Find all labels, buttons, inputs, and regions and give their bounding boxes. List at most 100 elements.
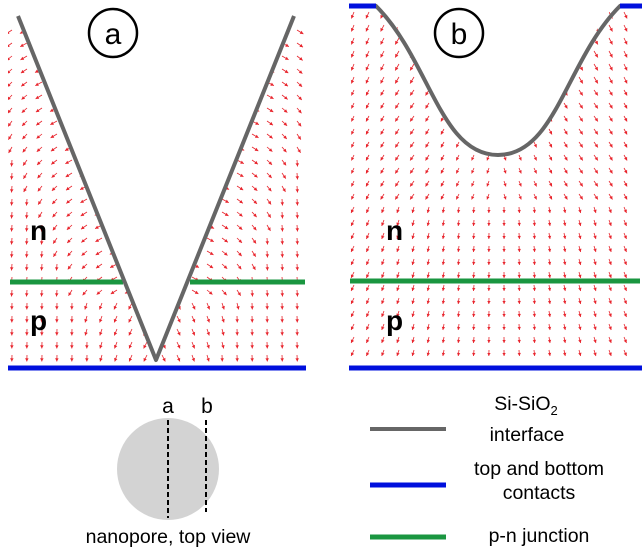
field-arrow-head bbox=[266, 267, 270, 270]
field-arrow-head bbox=[296, 163, 300, 166]
field-arrow-head bbox=[68, 266, 71, 270]
field-arrow-shaft bbox=[519, 142, 521, 148]
field-arrow-head bbox=[137, 225, 141, 228]
field-arrow-shaft bbox=[410, 25, 414, 32]
field-arrow-head bbox=[296, 267, 300, 270]
field-arrow-head bbox=[94, 160, 98, 163]
field-arrow-shaft bbox=[110, 238, 118, 241]
field-arrow-head bbox=[34, 30, 38, 33]
field-arrow-head bbox=[171, 106, 174, 110]
field-arrow-shaft bbox=[441, 64, 444, 71]
field-arrow-head bbox=[25, 306, 29, 309]
field-arrow-head bbox=[265, 345, 269, 348]
field-arrow-head bbox=[242, 82, 246, 85]
field-arrow-head bbox=[215, 42, 218, 46]
field-arrow-head bbox=[250, 358, 254, 361]
field-arrow-head bbox=[295, 345, 299, 348]
field-arrow-shaft bbox=[441, 77, 444, 84]
field-arrow-head bbox=[136, 146, 139, 150]
field-arrow-head bbox=[108, 173, 112, 176]
field-arrow-head bbox=[534, 28, 537, 32]
field-arrow-head bbox=[578, 210, 581, 213]
field-arrow-head bbox=[121, 107, 124, 111]
field-arrow-head bbox=[442, 249, 445, 252]
field-arrow-head bbox=[258, 30, 262, 33]
field-arrow-head bbox=[163, 306, 166, 310]
field-arrow-shaft bbox=[207, 95, 217, 96]
field-arrow-shaft bbox=[426, 12, 430, 19]
field-arrow-head bbox=[183, 212, 187, 215]
field-arrow-head bbox=[40, 267, 44, 270]
field-arrow-shaft bbox=[106, 82, 117, 83]
field-arrow-head bbox=[93, 134, 97, 137]
field-arrow-shaft bbox=[222, 56, 232, 57]
field-arrow-head bbox=[79, 121, 83, 124]
field-arrow-shaft bbox=[192, 82, 203, 83]
field-arrow-head bbox=[76, 29, 79, 33]
field-arrow-head bbox=[55, 306, 59, 309]
field-arrow-head bbox=[235, 332, 239, 335]
field-arrow-head bbox=[519, 28, 522, 32]
field-arrow-shaft bbox=[487, 103, 489, 109]
field-arrow-shaft bbox=[534, 51, 537, 58]
field-arrow-head bbox=[502, 275, 505, 278]
field-arrow-head bbox=[77, 55, 81, 59]
field-arrow-shaft bbox=[123, 212, 132, 214]
field-arrow-shaft bbox=[107, 121, 117, 122]
field-arrow-head bbox=[168, 238, 172, 242]
field-arrow-shaft bbox=[177, 212, 186, 214]
field-arrow-shaft bbox=[162, 290, 170, 293]
field-arrow-shaft bbox=[177, 264, 185, 267]
field-arrow-head bbox=[134, 67, 137, 71]
field-arrow-head bbox=[412, 275, 415, 279]
field-arrow-head bbox=[442, 210, 445, 213]
field-arrow-shaft bbox=[138, 264, 147, 266]
field-arrow-shaft bbox=[207, 199, 215, 202]
field-arrow-head bbox=[170, 146, 173, 150]
field-arrow-head bbox=[40, 358, 44, 361]
field-arrow-head bbox=[487, 223, 490, 226]
field-arrow-shaft bbox=[504, 142, 506, 148]
field-arrow-head bbox=[595, 183, 598, 187]
field-arrow-head bbox=[549, 15, 552, 19]
field-arrow-head bbox=[124, 238, 128, 241]
field-arrow-head bbox=[564, 41, 567, 45]
field-arrow-head bbox=[503, 118, 506, 121]
field-arrow-head bbox=[503, 28, 506, 32]
field-arrow-head bbox=[578, 236, 581, 239]
field-arrow-shaft bbox=[504, 77, 506, 84]
field-arrow-head bbox=[92, 81, 95, 85]
field-arrow-head bbox=[487, 249, 490, 252]
field-arrow-head bbox=[55, 319, 59, 322]
field-arrow-shaft bbox=[207, 82, 218, 83]
field-arrow-head bbox=[171, 132, 174, 136]
field-arrow-shaft bbox=[534, 12, 537, 19]
field-arrow-head bbox=[242, 95, 246, 98]
field-arrow-head bbox=[595, 157, 598, 161]
field-arrow-head bbox=[578, 314, 581, 317]
field-arrow-head bbox=[296, 254, 300, 257]
field-arrow-head bbox=[471, 92, 474, 95]
field-arrow-shaft bbox=[64, 95, 72, 98]
field-arrow-head bbox=[63, 43, 67, 47]
field-arrow-shaft bbox=[519, 64, 521, 71]
field-arrow-head bbox=[519, 80, 522, 84]
field-arrow-head bbox=[580, 28, 583, 32]
field-arrow-shaft bbox=[107, 147, 117, 149]
field-arrow-head bbox=[108, 186, 112, 189]
field-arrow-head bbox=[228, 108, 232, 112]
field-arrow-head bbox=[486, 67, 489, 71]
field-arrow-shaft bbox=[108, 160, 117, 162]
field-arrow-head bbox=[221, 332, 224, 336]
legend-interface-sub: 2 bbox=[551, 403, 558, 418]
field-arrow-head bbox=[214, 94, 217, 98]
field-arrow-shaft bbox=[122, 186, 132, 188]
field-arrow-head bbox=[212, 173, 216, 176]
field-arrow-head bbox=[201, 41, 204, 45]
field-arrow-head bbox=[427, 340, 430, 343]
field-arrow-shaft bbox=[207, 173, 215, 176]
field-arrow-head bbox=[296, 202, 300, 205]
field-arrow-head bbox=[487, 118, 490, 121]
field-arrow-shaft bbox=[177, 134, 188, 135]
field-arrow-head bbox=[10, 306, 14, 309]
